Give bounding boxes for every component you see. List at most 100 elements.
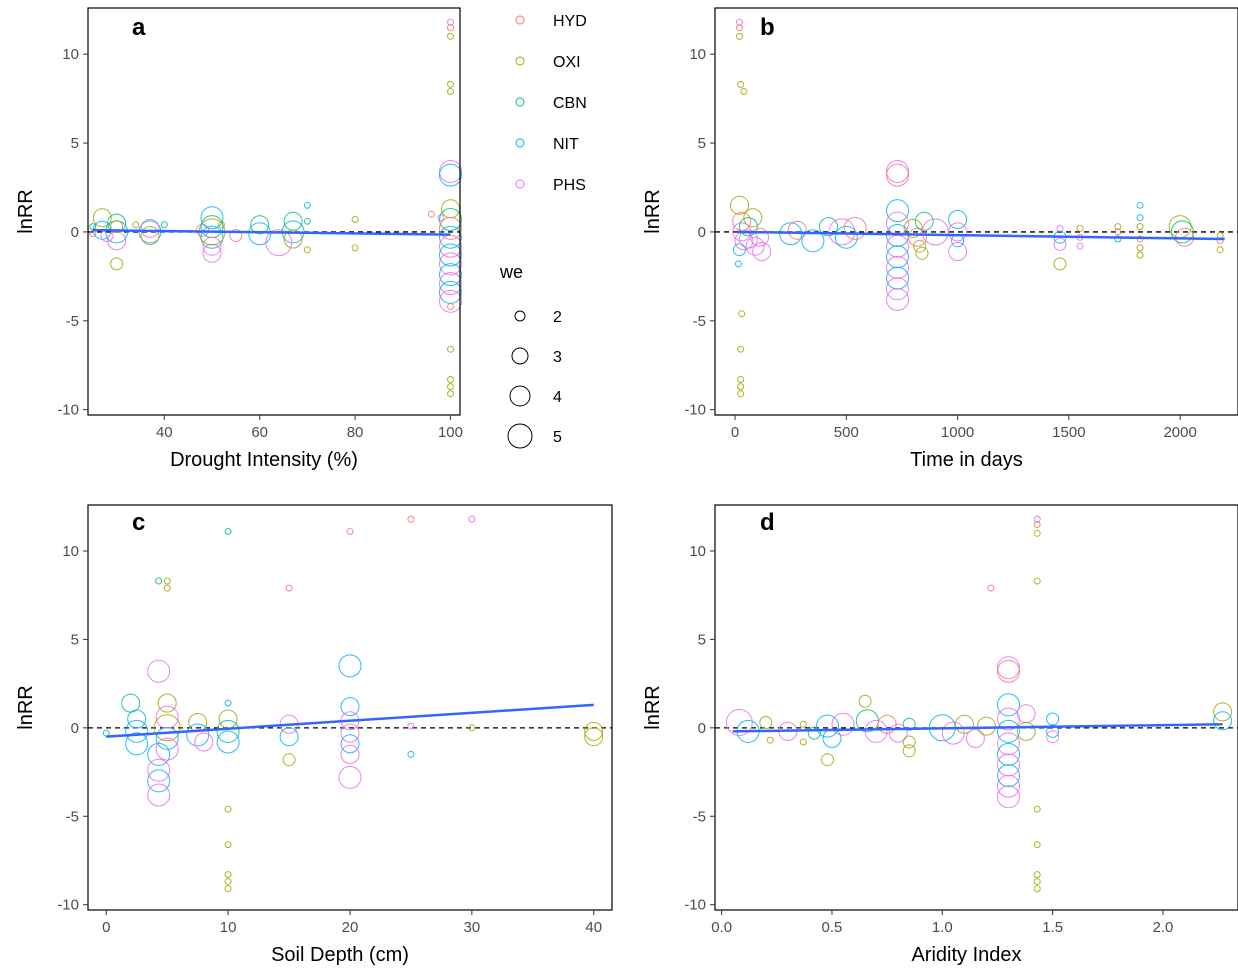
data-point xyxy=(584,727,604,747)
data-point xyxy=(216,719,240,743)
data-point xyxy=(1033,577,1041,585)
data-point xyxy=(407,722,415,730)
data-point xyxy=(447,345,454,353)
data-point xyxy=(147,659,171,683)
fit-line xyxy=(92,228,451,236)
data-point xyxy=(1114,235,1122,243)
data-point xyxy=(1076,224,1084,232)
data-point xyxy=(725,709,753,736)
data-point xyxy=(736,18,743,26)
data-point xyxy=(834,225,858,249)
data-point xyxy=(218,221,225,229)
x-tick-label: 0.0 xyxy=(711,919,732,936)
data-point xyxy=(157,693,177,713)
data-point xyxy=(997,732,1020,756)
data-point xyxy=(282,753,296,767)
y-tick-label: 5 xyxy=(698,135,706,152)
data-point xyxy=(140,226,160,245)
data-point xyxy=(759,716,773,729)
panel-border xyxy=(87,7,461,416)
data-point xyxy=(799,720,807,728)
fit-line xyxy=(732,723,1223,733)
data-point xyxy=(202,236,222,256)
data-point xyxy=(736,24,743,32)
data-point xyxy=(224,871,232,879)
data-point xyxy=(913,239,927,253)
data-point xyxy=(340,734,360,754)
x-axis-title: Soil Depth (cm) xyxy=(271,944,409,966)
data-point xyxy=(1033,885,1041,893)
data-point xyxy=(153,714,181,742)
legend-color-label: PHS xyxy=(553,177,586,194)
legend-size-key xyxy=(507,423,533,449)
data-point xyxy=(1033,529,1041,537)
y-tick-label: 10 xyxy=(689,46,706,63)
data-point xyxy=(750,227,769,247)
data-point xyxy=(346,528,354,535)
data-point xyxy=(439,289,462,313)
data-point xyxy=(216,730,240,754)
data-point xyxy=(997,753,1020,777)
data-point xyxy=(997,764,1020,788)
data-point xyxy=(807,726,821,740)
data-point xyxy=(965,728,985,748)
data-point xyxy=(250,215,270,235)
data-point xyxy=(954,714,974,734)
y-tick-label: -5 xyxy=(66,808,79,825)
legend-color-label: HYD xyxy=(553,13,587,30)
points-layer xyxy=(102,515,604,893)
data-point xyxy=(439,252,462,276)
data-point xyxy=(407,750,415,758)
data-point xyxy=(125,719,149,743)
data-point xyxy=(886,256,909,279)
plot-area xyxy=(715,505,1238,910)
x-tick-label: 0 xyxy=(731,424,739,441)
data-point xyxy=(1213,702,1233,722)
data-point xyxy=(1033,805,1041,813)
data-point xyxy=(110,257,124,271)
data-point xyxy=(737,80,745,88)
legend-color-key xyxy=(515,56,525,66)
data-point xyxy=(447,383,454,391)
data-point xyxy=(338,765,362,789)
x-tick-label: 1.5 xyxy=(1042,919,1063,936)
points-layer xyxy=(730,18,1224,398)
data-point xyxy=(92,208,112,228)
data-point xyxy=(202,243,222,263)
data-point xyxy=(200,225,224,249)
legend: HYD OXI CBN NIT PHS we 2 3 4 5 xyxy=(499,13,587,449)
data-point xyxy=(1136,244,1144,252)
fit-line xyxy=(106,703,594,738)
data-point xyxy=(1033,878,1041,886)
data-point xyxy=(439,208,462,231)
x-tick-label: 40 xyxy=(156,424,173,441)
data-point xyxy=(340,723,360,743)
data-point xyxy=(147,769,171,793)
data-point xyxy=(997,719,1020,743)
data-point xyxy=(110,220,124,234)
x-tick-label: 30 xyxy=(464,919,481,936)
data-point xyxy=(787,220,807,240)
data-point xyxy=(279,727,299,747)
data-point xyxy=(740,88,748,95)
data-point xyxy=(224,885,232,893)
data-point xyxy=(224,841,232,849)
data-point xyxy=(886,163,909,187)
data-point xyxy=(147,783,171,807)
data-point xyxy=(997,659,1020,683)
data-point xyxy=(224,805,232,813)
legend-size-label: 3 xyxy=(553,349,562,366)
data-point xyxy=(828,218,856,246)
y-tick-label: 5 xyxy=(698,631,706,648)
data-point xyxy=(1216,246,1224,254)
data-point xyxy=(303,201,311,209)
data-point xyxy=(155,737,179,761)
x-tick-label: 60 xyxy=(251,424,268,441)
data-point xyxy=(915,246,929,260)
x-tick-label: 0.5 xyxy=(822,919,843,936)
panel-letter: c xyxy=(132,509,145,536)
data-point xyxy=(948,222,968,242)
data-point xyxy=(194,732,214,752)
data-point xyxy=(821,753,834,767)
